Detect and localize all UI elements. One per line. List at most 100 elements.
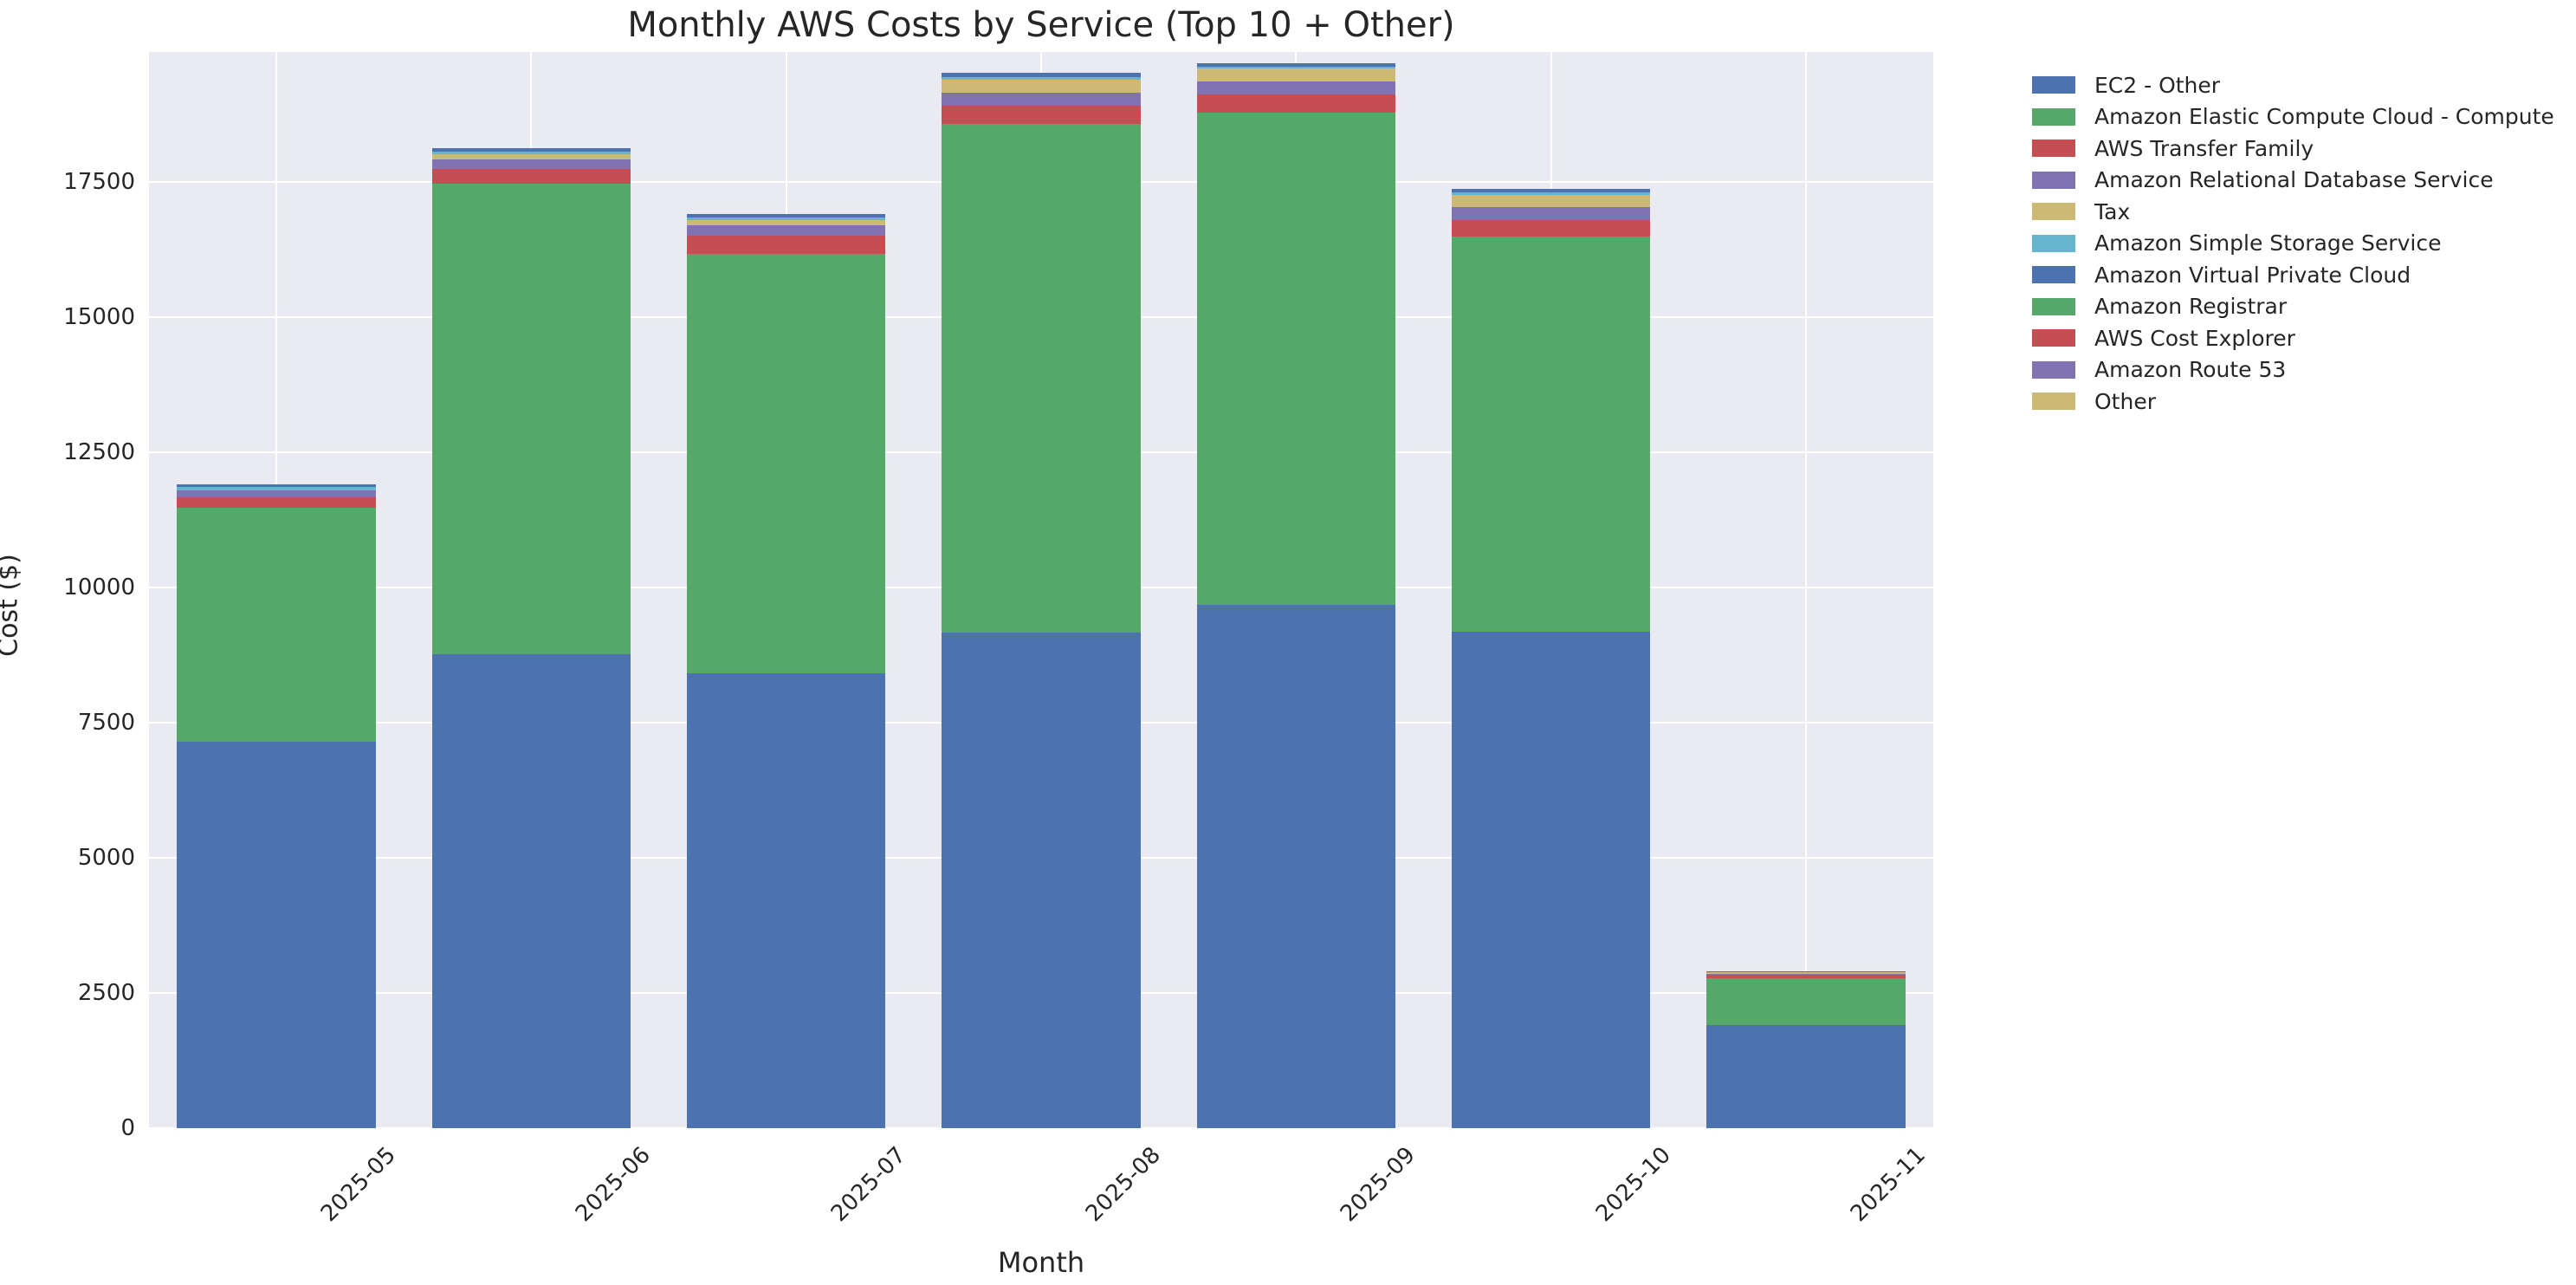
legend-label: Amazon Elastic Compute Cloud - Compute <box>2094 104 2554 130</box>
bar-segment[interactable] <box>1196 66 1396 69</box>
legend-swatch-icon <box>2032 297 2075 315</box>
bar-stack[interactable] <box>1196 62 1396 1128</box>
bar-segment[interactable] <box>177 497 376 508</box>
legend-swatch-icon <box>2032 107 2075 126</box>
chart-title: Monthly AWS Costs by Service (Top 10 + O… <box>627 5 1455 45</box>
legend-swatch-icon <box>2032 266 2075 284</box>
bar-segment[interactable] <box>686 217 886 221</box>
bar-segment[interactable] <box>431 168 631 185</box>
legend-swatch-icon <box>2032 203 2075 221</box>
x-axis-tick-label: 2025-08 <box>1080 1142 1166 1228</box>
bar-segment[interactable] <box>1706 1025 1906 1128</box>
bar-segment[interactable] <box>177 741 376 1128</box>
bar-stack[interactable] <box>1706 970 1906 1128</box>
bar-segment[interactable] <box>1196 604 1396 1128</box>
bar-segment[interactable] <box>177 484 376 488</box>
legend-label: AWS Cost Explorer <box>2094 325 2295 351</box>
bar-segment[interactable] <box>1451 237 1651 633</box>
legend-item[interactable]: Other <box>2032 386 2569 418</box>
bar-stack[interactable] <box>686 213 886 1128</box>
legend-item[interactable]: EC2 - Other <box>2032 69 2569 101</box>
bar-segment[interactable] <box>686 236 886 254</box>
y-axis-tick-label: 2500 <box>77 979 135 1006</box>
legend-item[interactable]: AWS Transfer Family <box>2032 133 2569 165</box>
bar-segment[interactable] <box>686 672 886 1128</box>
x-axis-tick-label: 2025-11 <box>1845 1142 1931 1228</box>
legend-swatch-icon <box>2032 360 2075 379</box>
bar-segment[interactable] <box>1451 207 1651 221</box>
bar-segment[interactable] <box>942 632 1141 1128</box>
legend-item[interactable]: Tax <box>2032 196 2569 228</box>
bar-segment[interactable] <box>942 92 1141 107</box>
bar-segment[interactable] <box>1706 975 1906 978</box>
bar-stack[interactable] <box>431 147 631 1128</box>
legend-swatch-icon <box>2032 329 2075 347</box>
bar-segment[interactable] <box>1196 112 1396 605</box>
legend-item[interactable]: Amazon Relational Database Service <box>2032 165 2569 197</box>
bar-segment[interactable] <box>942 76 1141 80</box>
legend-item[interactable]: Amazon Virtual Private Cloud <box>2032 259 2569 291</box>
bar-segment[interactable] <box>1451 188 1651 193</box>
bar-segment[interactable] <box>1451 632 1651 1128</box>
bar-segment[interactable] <box>431 184 631 655</box>
legend-item[interactable]: Amazon Route 53 <box>2032 354 2569 386</box>
legend-swatch-icon <box>2032 234 2075 252</box>
legend-label: Tax <box>2094 198 2131 224</box>
bar-segment[interactable] <box>177 487 376 490</box>
bar-segment[interactable] <box>1706 972 1906 974</box>
legend-label: Amazon Registrar <box>2094 294 2288 320</box>
legend-label: EC2 - Other <box>2094 72 2221 98</box>
bar-segment[interactable] <box>177 507 376 742</box>
legend-label: Amazon Relational Database Service <box>2094 167 2494 193</box>
y-axis-tick-label: 17500 <box>63 168 135 195</box>
bar-segment[interactable] <box>942 124 1141 633</box>
bar-segment[interactable] <box>1196 68 1396 81</box>
bar-segment[interactable] <box>1451 192 1651 196</box>
bar-segment[interactable] <box>431 654 631 1128</box>
y-axis-tick-label: 0 <box>120 1115 135 1141</box>
bar-segment[interactable] <box>431 159 631 169</box>
legend-item[interactable]: Amazon Elastic Compute Cloud - Compute <box>2032 101 2569 133</box>
bar-stack[interactable] <box>177 484 376 1128</box>
y-axis-label: Cost ($) <box>0 554 24 657</box>
bar-stack[interactable] <box>1451 188 1651 1128</box>
legend-item[interactable]: AWS Cost Explorer <box>2032 322 2569 354</box>
bar-segment[interactable] <box>942 106 1141 125</box>
bar-stack[interactable] <box>942 73 1141 1128</box>
legend-item[interactable]: Amazon Simple Storage Service <box>2032 228 2569 260</box>
bar-segment[interactable] <box>431 153 631 159</box>
x-axis-tick-label: 2025-06 <box>571 1142 657 1228</box>
bar-segment[interactable] <box>1706 973 1906 976</box>
y-axis-tick-label: 7500 <box>77 709 135 736</box>
bar-segment[interactable] <box>1706 970 1906 972</box>
plot-area <box>149 52 1933 1128</box>
bar-segment[interactable] <box>1196 62 1396 67</box>
bar-segment[interactable] <box>942 79 1141 93</box>
bar-segment[interactable] <box>686 224 886 237</box>
x-axis-tick-label: 2025-07 <box>825 1142 911 1228</box>
legend-label: Amazon Simple Storage Service <box>2094 230 2442 256</box>
bar-segment[interactable] <box>686 213 886 218</box>
bar-segment[interactable] <box>1706 977 1906 1026</box>
legend-swatch-icon <box>2032 171 2075 189</box>
y-axis-tick-label: 5000 <box>77 844 135 871</box>
x-axis-tick-label: 2025-09 <box>1336 1142 1421 1228</box>
legend-swatch-icon <box>2032 393 2075 411</box>
bar-segment[interactable] <box>177 490 376 498</box>
bar-segment[interactable] <box>431 152 631 154</box>
bar-segment[interactable] <box>1196 94 1396 113</box>
bar-segment[interactable] <box>1706 971 1906 973</box>
legend-swatch-icon <box>2032 76 2075 94</box>
legend-label: Other <box>2094 388 2156 414</box>
legend-item[interactable]: Amazon Registrar <box>2032 291 2569 323</box>
bar-segment[interactable] <box>1451 195 1651 208</box>
y-axis-tick-label: 10000 <box>63 574 135 600</box>
bar-segment[interactable] <box>686 253 886 673</box>
bar-segment[interactable] <box>686 220 886 225</box>
bar-segment[interactable] <box>1196 81 1396 95</box>
bar-segment[interactable] <box>1451 220 1651 237</box>
bar-segment[interactable] <box>431 147 631 153</box>
bar-segment[interactable] <box>942 73 1141 77</box>
y-axis-tick-label: 15000 <box>63 303 135 330</box>
